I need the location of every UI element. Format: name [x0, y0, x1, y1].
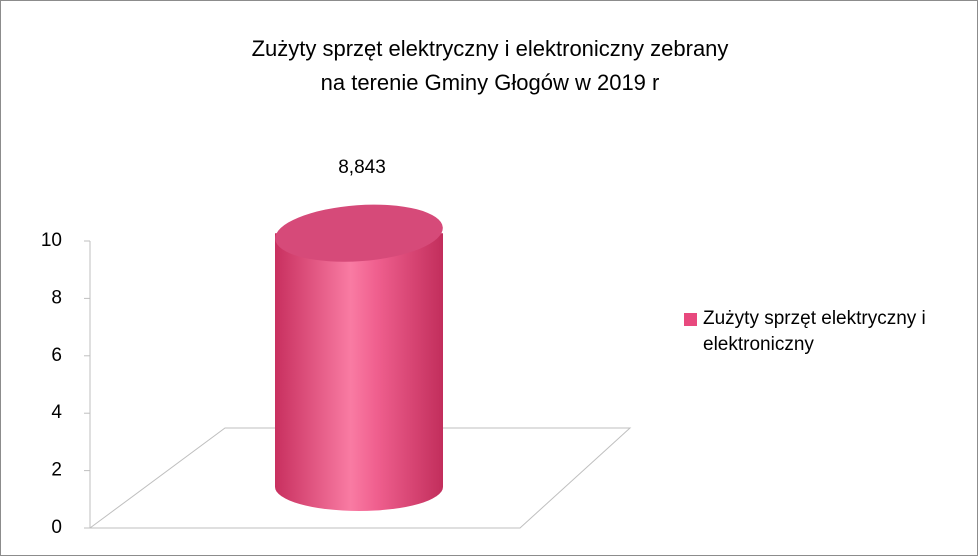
bar-top	[275, 204, 443, 262]
y-tick-label: 6	[51, 345, 62, 366]
bar	[275, 233, 443, 511]
y-tick-label: 10	[41, 230, 62, 251]
chart-title: Zużyty sprzęt elektryczny i elektroniczn…	[252, 36, 729, 61]
y-tick-label: 4	[51, 402, 62, 423]
data-label: 8,843	[338, 157, 386, 178]
y-tick-label: 0	[51, 517, 62, 538]
chart-title: na terenie Gminy Głogów w 2019 r	[321, 70, 660, 95]
y-tick-label: 8	[51, 287, 62, 308]
y-tick-label: 2	[51, 460, 62, 481]
legend-swatch	[684, 313, 697, 326]
legend-label: Zużyty sprzęt elektryczny i elektroniczn…	[703, 308, 926, 355]
